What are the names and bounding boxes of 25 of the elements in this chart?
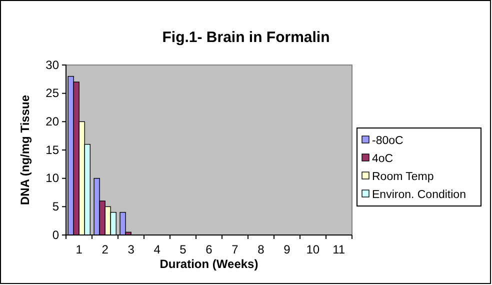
x-tick-label: 5 (180, 242, 187, 257)
x-tick-label: 3 (128, 242, 135, 257)
chart-title: Fig.1- Brain in Formalin (162, 29, 330, 46)
y-tick-label: 0 (52, 228, 60, 242)
y-tick-label: 30 (46, 58, 60, 72)
y-tick-label: 25 (46, 86, 60, 100)
legend-label: Environ. Condition (372, 189, 466, 201)
y-tick-label: 15 (46, 142, 60, 157)
y-axis-title: DNA (ng/mg Tissue (18, 94, 32, 206)
y-tick-label: 10 (46, 171, 60, 186)
y-tick-label: 20 (46, 114, 60, 129)
x-axis-title: Duration (Weeks) (160, 257, 258, 271)
y-tick-label: 5 (52, 200, 60, 214)
x-tick-label: 4 (154, 242, 161, 257)
legend-label: Room Temp (372, 171, 434, 183)
x-tick-label: 7 (232, 242, 239, 257)
x-tick-label: 1 (76, 242, 83, 257)
x-tick-label: 9 (284, 242, 291, 257)
x-tick-label: 10 (306, 242, 320, 257)
legend-label: 4oC (372, 153, 394, 165)
x-tick-label: 6 (206, 242, 213, 257)
legend-label: -80oC (372, 135, 404, 147)
x-tick-label: 8 (258, 242, 265, 257)
x-tick-label: 11 (332, 242, 346, 257)
x-tick-label: 2 (102, 242, 109, 257)
